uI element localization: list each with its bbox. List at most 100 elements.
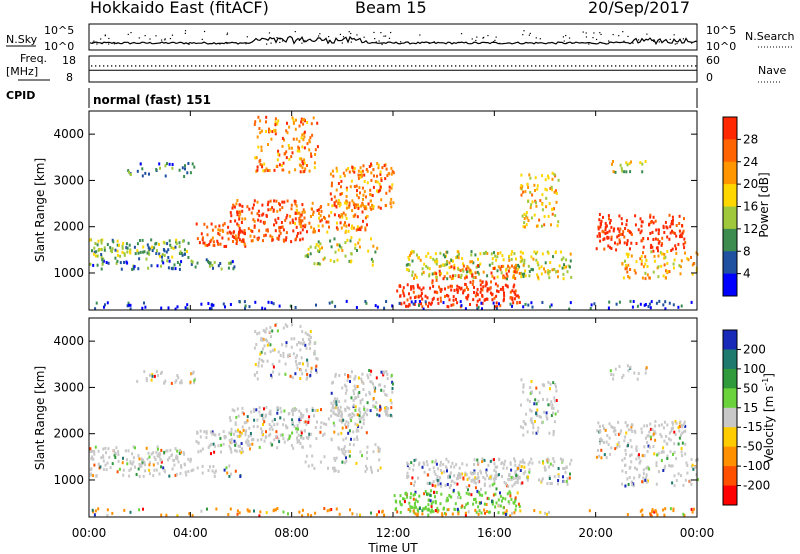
velocity-cell — [351, 415, 353, 419]
velocity-cell — [679, 474, 682, 478]
velocity-cell — [279, 433, 282, 437]
power-cell — [218, 224, 221, 228]
power-cell — [436, 297, 439, 301]
nave-dot — [335, 65, 337, 67]
velocity-cell — [319, 430, 322, 434]
nave-dot — [135, 65, 137, 67]
velocity-cell — [102, 467, 105, 471]
velocity-cell — [624, 435, 627, 439]
power-cell — [275, 199, 278, 203]
power-cell — [679, 233, 682, 237]
power-cell — [144, 305, 147, 309]
velocity-cell — [655, 464, 658, 468]
power-cell — [154, 242, 157, 246]
power-cell — [112, 240, 115, 244]
velocity-cell — [516, 481, 519, 485]
nsearch-dot — [623, 40, 625, 42]
velocity-cell — [450, 495, 453, 499]
velocity-cell — [377, 469, 379, 472]
nsearch-dot — [318, 35, 320, 37]
power-cell — [553, 267, 556, 271]
nsearch-dot — [294, 30, 296, 33]
power-cell — [399, 285, 402, 288]
velocity-cell — [104, 463, 107, 467]
power-cell — [449, 275, 452, 279]
velocity-cell — [515, 504, 518, 508]
velocity-cell — [681, 425, 684, 429]
power-cell — [261, 163, 263, 167]
power-cell — [635, 260, 638, 264]
velocity-cell — [509, 494, 512, 498]
velocity-cell — [664, 464, 667, 468]
velocity-cell — [338, 447, 341, 451]
velocity-cell — [478, 491, 481, 495]
velocity-cell — [624, 471, 627, 474]
nave-dot — [611, 65, 613, 67]
velocity-cell — [543, 410, 546, 414]
velocity-cell — [247, 440, 250, 444]
velocity-cell — [272, 509, 275, 513]
power-cell — [633, 269, 636, 272]
power-cell — [464, 282, 467, 286]
power-cell — [168, 162, 171, 166]
nave-dot — [327, 65, 329, 67]
velocity-cell — [461, 504, 464, 508]
nsearch-dot — [390, 31, 392, 34]
power-cell — [294, 168, 297, 172]
power-cell — [687, 258, 690, 262]
velocity-cell — [236, 512, 239, 516]
power-cell — [345, 206, 348, 210]
power-cell — [530, 255, 533, 259]
velocity-cell — [89, 473, 92, 477]
power-cell — [628, 162, 631, 166]
power-cell — [459, 269, 462, 273]
velocity-cell — [635, 457, 638, 461]
velocity-cell — [170, 381, 173, 385]
velocity-cell — [520, 465, 523, 469]
velocity-cell — [672, 507, 675, 511]
power-ylabel: Slant Range [km] — [33, 158, 47, 262]
velocity-cell — [279, 406, 282, 410]
power-cell — [234, 237, 237, 241]
nsearch-dot — [673, 34, 675, 36]
velocity-cell — [557, 479, 560, 482]
velocity-cell — [288, 412, 291, 415]
velocity-cell — [298, 409, 301, 413]
velocity-cell — [440, 484, 443, 488]
power-cell — [551, 212, 554, 216]
power-cell — [428, 274, 431, 278]
velocity-cell — [569, 472, 571, 476]
power-cell — [100, 253, 103, 256]
nave-dot — [311, 65, 313, 67]
velocity-cell — [427, 503, 430, 507]
velocity-cell — [670, 464, 672, 468]
power-cell — [358, 245, 361, 249]
power-cell — [170, 267, 173, 270]
nsearch-dot — [339, 33, 342, 35]
velocity-cell — [503, 511, 506, 515]
power-cell — [479, 262, 482, 266]
velocity-cell — [508, 474, 511, 478]
velocity-cell — [284, 362, 287, 366]
velocity-cell — [562, 467, 565, 470]
velocity-cell — [338, 410, 341, 414]
power-cell — [486, 252, 489, 255]
velocity-cell — [169, 448, 172, 452]
velocity-cell — [348, 407, 351, 411]
nave-dot — [535, 65, 537, 67]
velocity-cell — [535, 431, 538, 435]
velocity-cell — [89, 450, 92, 453]
colorbar-tick-label: -50 — [743, 440, 763, 454]
power-cell — [493, 266, 496, 270]
power-cell — [680, 235, 683, 239]
power-cell — [374, 304, 377, 308]
velocity-cell — [494, 474, 497, 478]
velocity-cell — [455, 477, 458, 481]
velocity-cell — [325, 423, 328, 426]
velocity-cell — [533, 420, 536, 423]
velocity-cell — [175, 454, 178, 458]
power-cell — [522, 190, 525, 194]
nave-dot — [235, 65, 237, 67]
velocity-cell — [647, 434, 650, 438]
power-cell — [175, 242, 178, 245]
